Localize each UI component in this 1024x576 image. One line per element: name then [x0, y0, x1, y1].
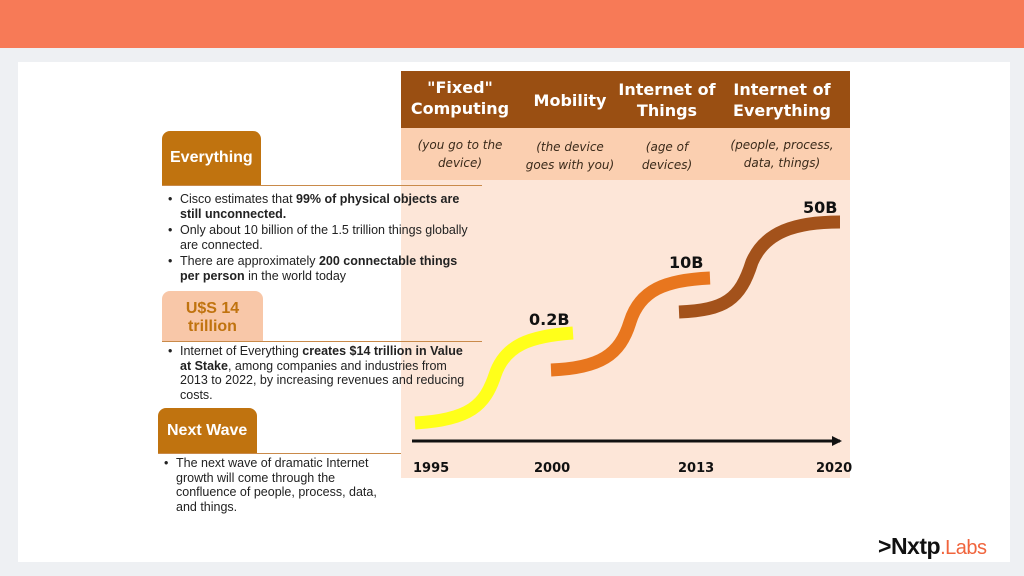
section-divider	[162, 341, 482, 342]
section-tab-next-wave: Next Wave	[158, 408, 257, 454]
era-subtitle-fixed-computing: (you go to the device)	[417, 138, 503, 170]
growth-curve-iot	[550, 271, 711, 377]
value-bullet-list: Internet of Everything creates $14 trill…	[166, 344, 466, 404]
era-title-internet-of-things: Internet of Things	[618, 80, 716, 120]
year-label-2000: 2000	[534, 461, 570, 476]
header-bar	[0, 0, 1024, 48]
everything-bullet-2: Only about 10 billion of the 1.5 trillio…	[166, 223, 471, 252]
everything-bullet-3: There are approximately 200 connectable …	[166, 254, 471, 283]
section-tab-everything: Everything	[162, 131, 261, 186]
era-header-row	[401, 71, 850, 128]
brand-logo: >Nxtp.Labs	[878, 533, 987, 559]
era-title-internet-of-everything: Internet of Everything	[733, 80, 831, 120]
era-title-mobility: Mobility	[533, 91, 607, 110]
next-wave-bullet-list: The next wave of dramatic Internet growt…	[162, 456, 387, 516]
era-subtitle-mobility: (the device goes with you)	[525, 140, 615, 172]
year-label-2020: 2020	[816, 461, 852, 476]
everything-bullet-list: Cisco estimates that 99% of physical obj…	[166, 192, 471, 285]
stage-label-ioe: 50B	[803, 198, 837, 217]
era-subtitle-internet-of-things: (age of devices)	[641, 140, 693, 172]
era-subtitle-row	[401, 128, 850, 180]
growth-curve-mobility	[414, 326, 574, 430]
era-title-fixed-computing: "Fixed" Computing	[410, 78, 510, 118]
section-tab-value-at-stake: U$S 14 trillion	[162, 291, 263, 342]
value-bullet-1: Internet of Everything creates $14 trill…	[166, 344, 466, 402]
era-subtitle-internet-of-everything: (people, process, data, things)	[730, 138, 834, 170]
year-label-2013: 2013	[678, 461, 714, 476]
section-divider	[162, 185, 482, 186]
next-wave-bullet-1: The next wave of dramatic Internet growt…	[162, 456, 387, 514]
everything-bullet-1: Cisco estimates that 99% of physical obj…	[166, 192, 471, 221]
stage-label-iot: 10B	[669, 253, 703, 272]
section-divider	[158, 453, 401, 454]
year-label-1995: 1995	[413, 461, 449, 476]
growth-curve-ioe	[678, 215, 841, 319]
stage-label-mobility: 0.2B	[529, 310, 570, 329]
